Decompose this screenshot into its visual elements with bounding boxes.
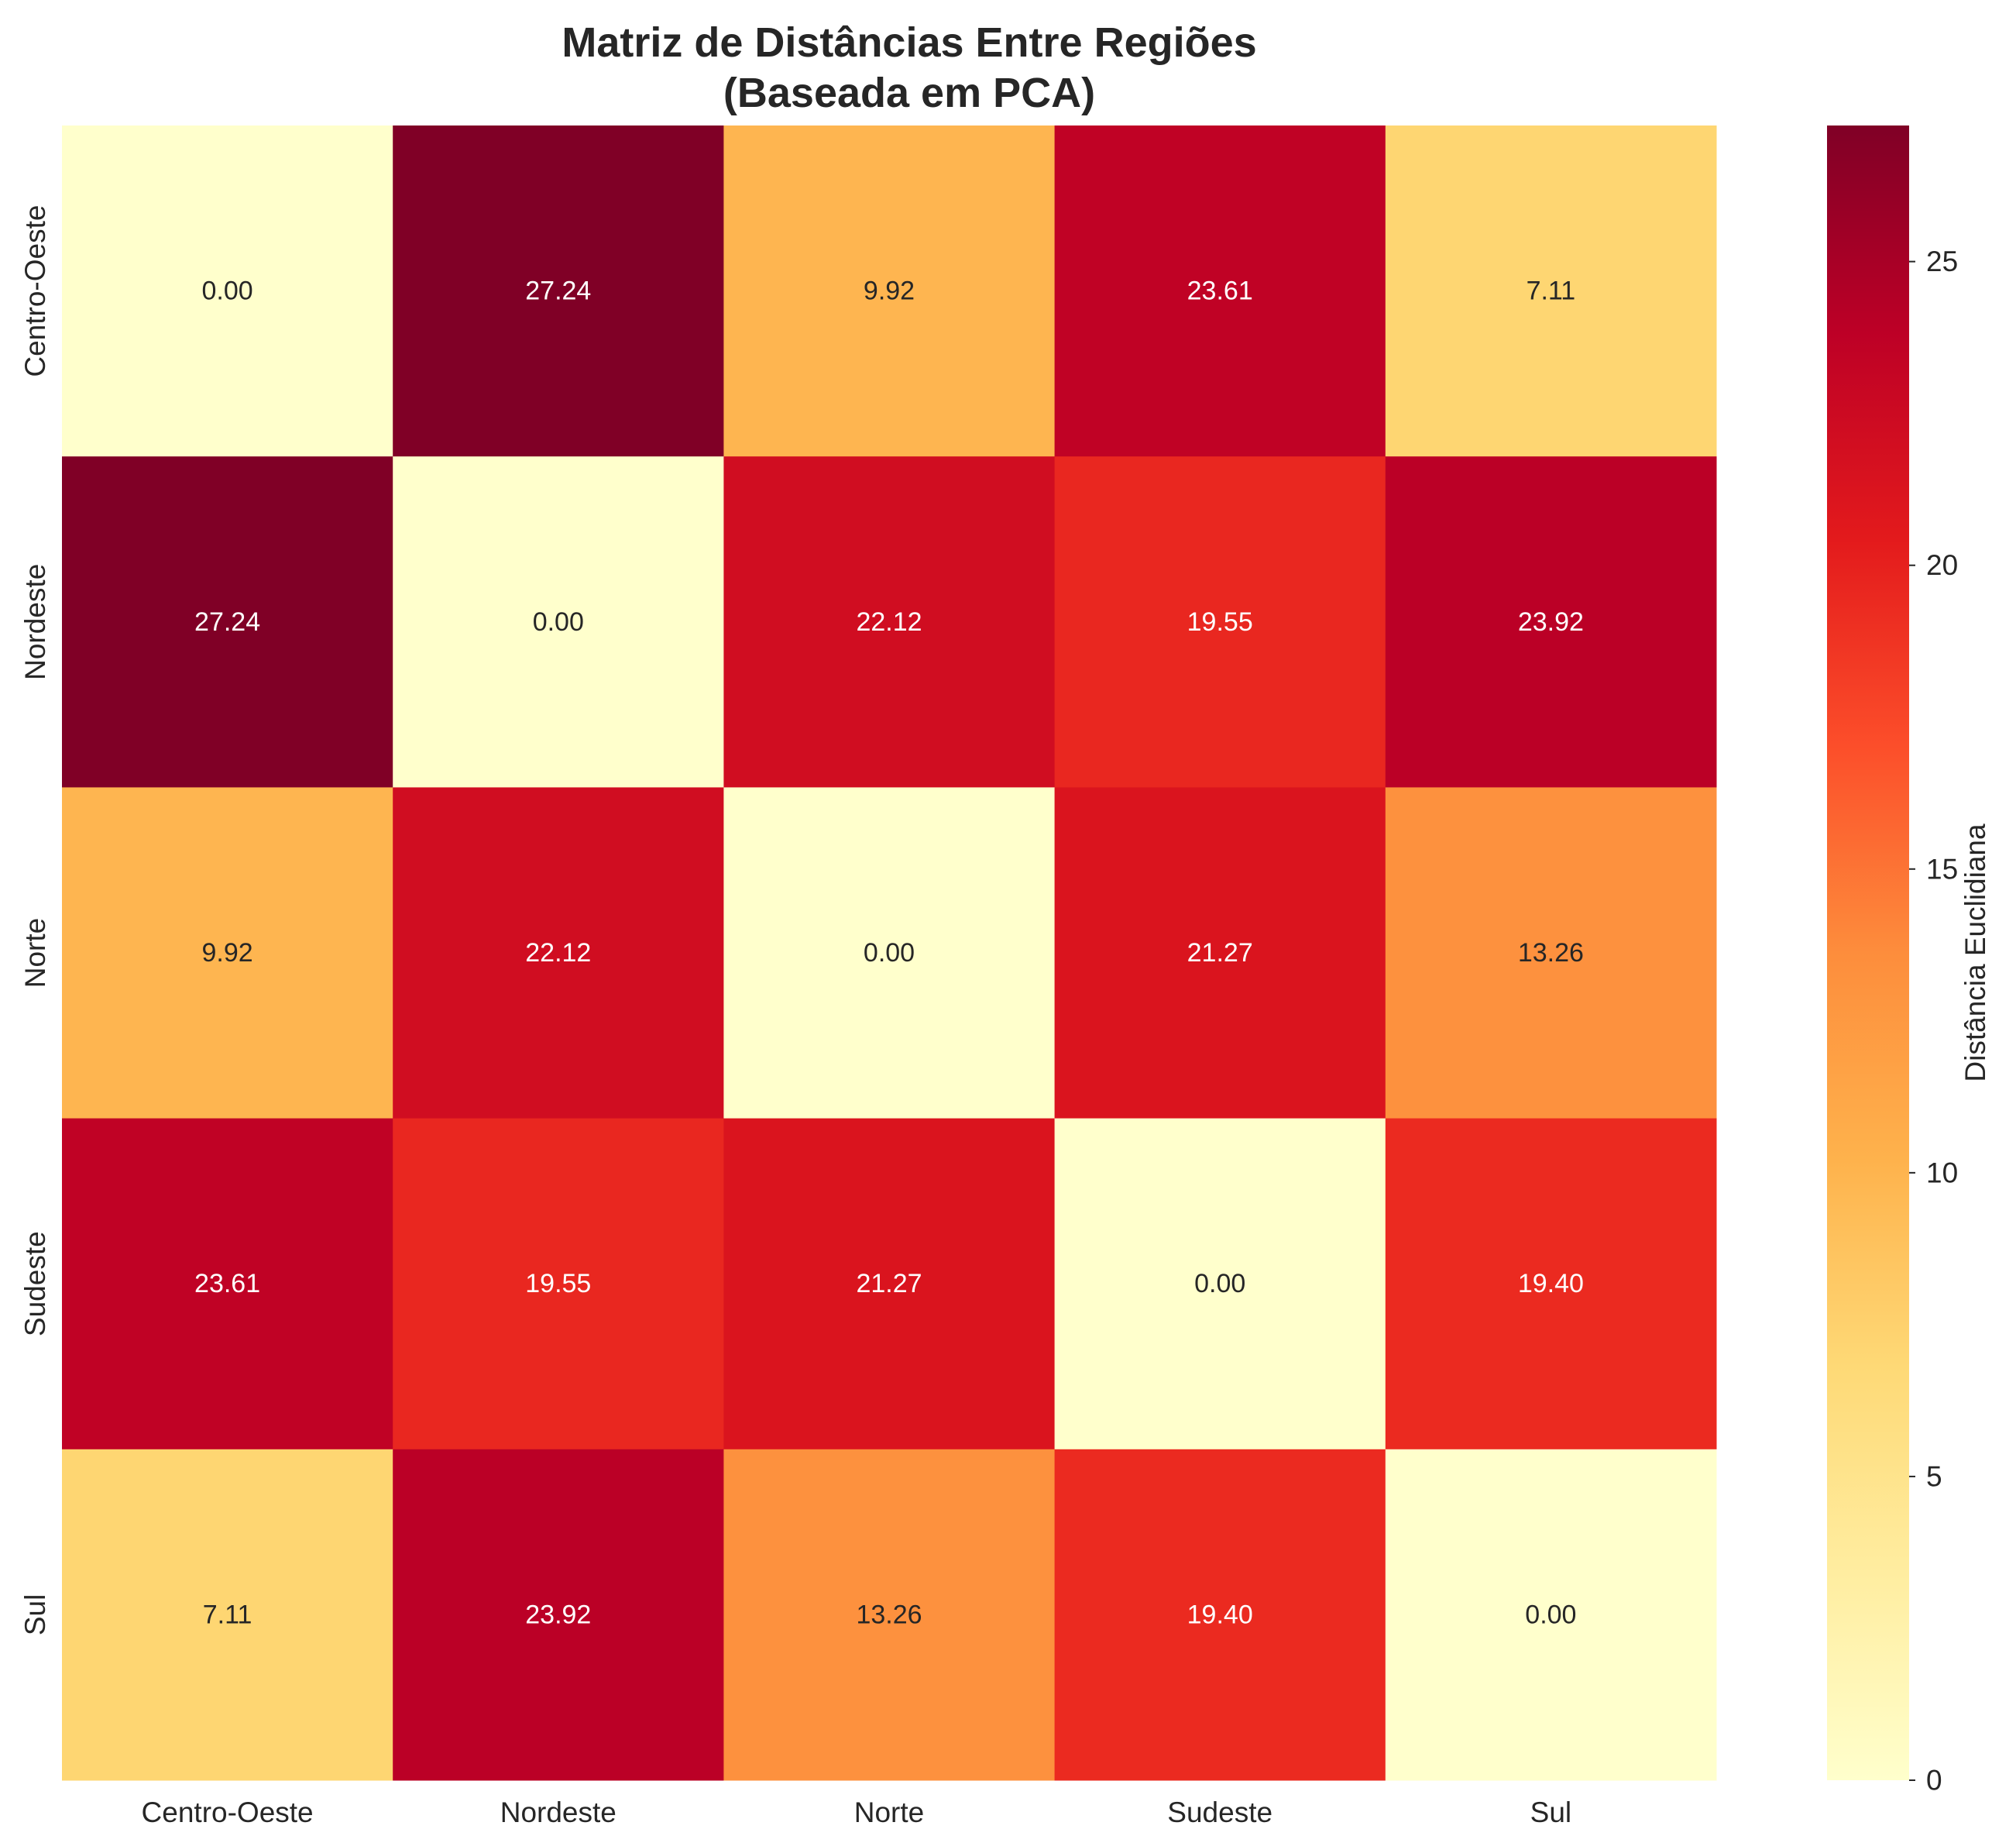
cell-value-label: 0.00 — [202, 277, 253, 306]
x-tick-label: Nordeste — [500, 1796, 616, 1828]
x-axis-tick-labels: Centro-Oeste Nordeste Norte Sudeste Sul — [142, 1796, 1572, 1828]
cell-value-label: 19.55 — [525, 1269, 591, 1298]
colorbar-tick-label: 15 — [1926, 853, 1958, 885]
cell-value-label: 23.61 — [1187, 277, 1253, 306]
y-tick-label: Sul — [19, 1594, 51, 1635]
cell-value-label: 7.11 — [203, 1600, 252, 1629]
y-axis-tick-labels: Centro-Oeste Nordeste Norte Sudeste Sul — [19, 205, 51, 1636]
x-tick-label: Sul — [1530, 1796, 1571, 1828]
heatmap-cell — [393, 125, 724, 457]
heatmap-cell — [393, 456, 724, 788]
cell-value-label: 0.00 — [1525, 1600, 1576, 1629]
colorbar-label: Distância Euclidiana — [1959, 823, 1991, 1082]
heatmap-cell — [62, 787, 393, 1119]
cell-value-label: 23.92 — [525, 1600, 591, 1629]
y-tick-label: Norte — [19, 918, 51, 988]
heatmap-cell — [62, 125, 393, 457]
cell-value-label: 19.40 — [1187, 1600, 1253, 1629]
x-tick-label: Sudeste — [1167, 1796, 1272, 1828]
cell-value-label: 19.40 — [1518, 1269, 1584, 1298]
heatmap-cell — [62, 456, 393, 788]
heatmap-cell — [1385, 125, 1717, 457]
heatmap-cell — [393, 1449, 724, 1781]
heatmap-cell — [723, 1118, 1056, 1450]
heatmap-cell — [723, 125, 1056, 457]
cell-value-label: 21.27 — [1187, 938, 1253, 968]
colorbar-tick-label: 25 — [1926, 246, 1958, 277]
heatmap-cell — [62, 1449, 393, 1781]
colorbar-tick-label: 0 — [1926, 1765, 1942, 1796]
cell-value-label: 0.00 — [533, 607, 584, 637]
cell-value-label: 19.55 — [1187, 607, 1253, 637]
cell-value-label: 9.92 — [202, 938, 253, 968]
heatmap-cell — [1054, 125, 1386, 457]
cell-value-label: 22.12 — [856, 607, 922, 637]
x-tick-label: Centro-Oeste — [142, 1796, 314, 1828]
chart-title-line-1: Matriz de Distâncias Entre Regiões — [562, 19, 1256, 66]
heatmap-cell — [1054, 456, 1386, 788]
cell-value-label: 23.61 — [194, 1269, 260, 1298]
heatmap-cell — [723, 1449, 1056, 1781]
heatmap-cell — [723, 787, 1056, 1119]
colorbar-tick-label: 5 — [1926, 1460, 1942, 1492]
heatmap-cell — [393, 787, 724, 1119]
cell-value-label: 27.24 — [525, 277, 591, 306]
x-tick-label: Norte — [854, 1796, 924, 1828]
heatmap-cell — [1054, 787, 1386, 1119]
y-tick-label: Sudeste — [19, 1231, 51, 1336]
cell-value-label: 9.92 — [864, 277, 915, 306]
heatmap-cell — [1385, 1118, 1717, 1450]
cell-value-label: 0.00 — [1194, 1269, 1245, 1298]
y-tick-label: Centro-Oeste — [19, 205, 51, 377]
chart-title-line-2: (Baseada em PCA) — [723, 70, 1095, 116]
heatmap-cell — [723, 456, 1056, 788]
y-tick-label: Nordeste — [19, 564, 51, 680]
cell-value-label: 27.24 — [194, 607, 260, 637]
heatmap-cell — [393, 1118, 724, 1450]
colorbar-tick-label: 10 — [1926, 1157, 1958, 1188]
heatmap-cell — [1385, 787, 1717, 1119]
chart-title: Matriz de Distâncias Entre Regiões (Base… — [562, 19, 1256, 116]
cell-value-label: 22.12 — [525, 938, 591, 968]
heatmap-cell — [62, 1118, 393, 1450]
colorbar-tick-label: 20 — [1926, 549, 1958, 581]
cell-value-label: 13.26 — [1518, 938, 1584, 968]
cell-value-label: 7.11 — [1527, 277, 1576, 306]
heatmap-cell — [1054, 1449, 1386, 1781]
cell-value-label: 13.26 — [856, 1600, 922, 1629]
cell-value-label: 23.92 — [1518, 607, 1584, 637]
cell-value-label: 21.27 — [856, 1269, 922, 1298]
cell-value-label: 0.00 — [864, 938, 915, 968]
colorbar-gradient — [1827, 125, 1909, 1780]
heatmap-cell — [1054, 1118, 1386, 1450]
heatmap-annotations: 0.00 27.24 9.92 23.61 7.11 27.24 0.00 22.12 19.5… — [194, 277, 1584, 1630]
heatmap-cell — [1385, 456, 1717, 788]
colorbar: 0 5 10 15 20 25 Distância Euclidiana — [1827, 125, 1991, 1796]
heatmap-cell — [1385, 1449, 1717, 1781]
heatmap-cells — [62, 125, 1717, 1781]
